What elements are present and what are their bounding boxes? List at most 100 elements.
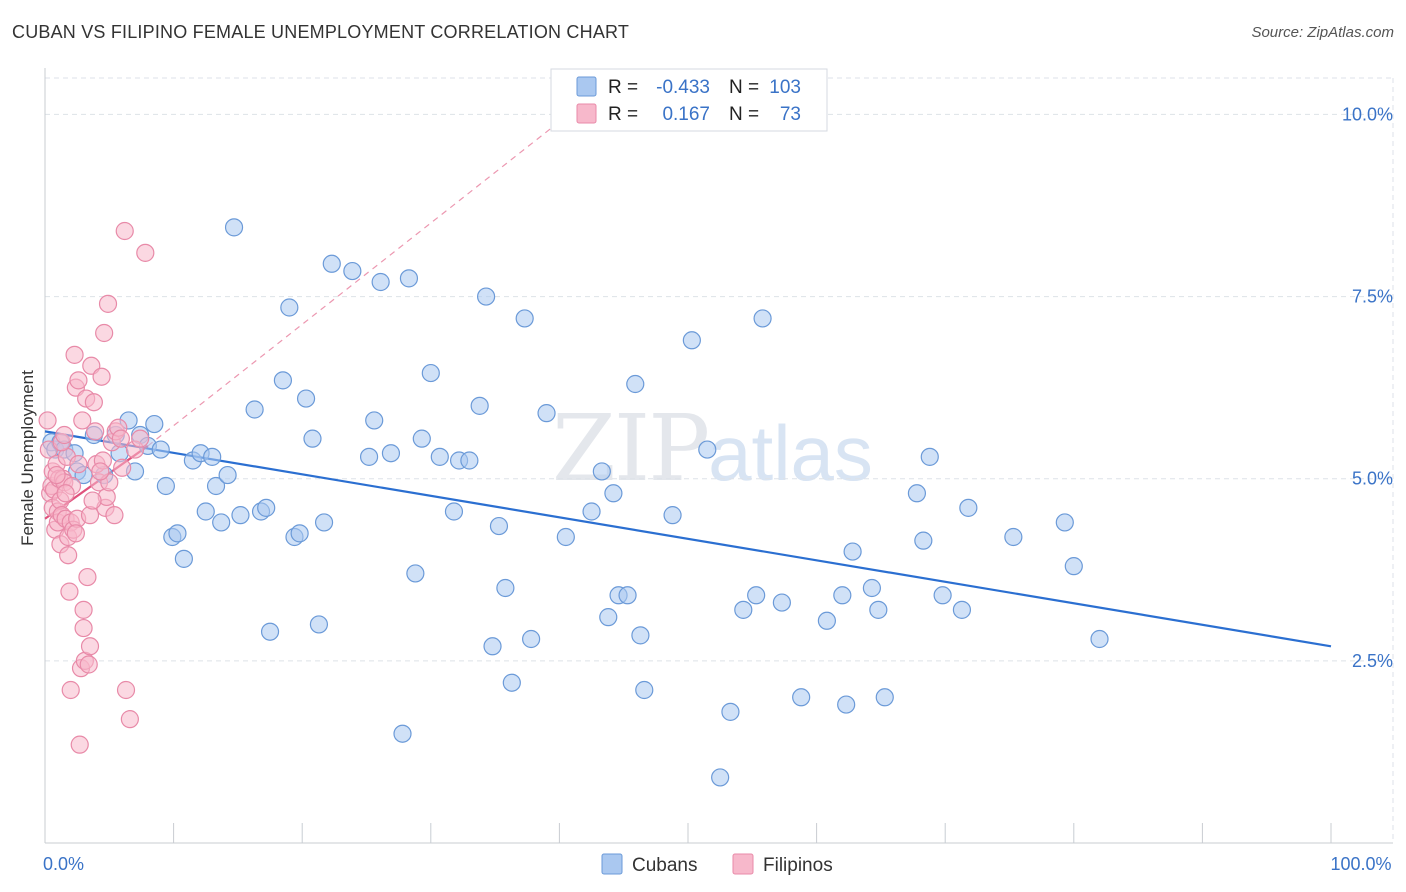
cuban-point (460, 451, 479, 470)
cuban-point (489, 516, 509, 536)
filipino-point (73, 411, 92, 430)
filipino-point (113, 458, 132, 477)
cuban-point (604, 484, 623, 503)
y-tick-label: 5.0% (1352, 469, 1393, 489)
stats-n-value: 73 (780, 104, 801, 125)
trend-layer (44, 121, 1332, 648)
filipino-point (55, 425, 74, 445)
series-legend-label: Cubans (632, 855, 698, 876)
cuban-point (218, 465, 237, 485)
stats-n-label: N = (729, 77, 759, 98)
filipino-point (105, 506, 124, 525)
stats-n-label: N = (729, 104, 759, 125)
y-axis-label: Female Unemployment (18, 370, 37, 546)
cuban-point (599, 608, 618, 627)
cuban-point (280, 298, 299, 317)
cuban-point (663, 506, 682, 525)
filipino-point (131, 429, 150, 448)
watermark-zip: ZIP (552, 395, 710, 502)
cuban-point (260, 622, 280, 641)
filipino-point (74, 600, 93, 619)
cuban-point (421, 363, 440, 383)
filipino-point (92, 367, 111, 386)
filipino-point (74, 618, 93, 638)
cuban-point (206, 476, 226, 496)
cuban-point (371, 272, 390, 292)
filipino-point (83, 491, 102, 510)
cuban-point (635, 680, 654, 700)
filipino-point (115, 221, 134, 241)
stats-legend-swatch (576, 76, 597, 97)
cuban-point (412, 429, 431, 448)
chart-title: CUBAN VS FILIPINO FEMALE UNEMPLOYMENT CO… (12, 22, 630, 42)
filipino-point (80, 637, 100, 656)
label-layer: 2.5% 5.0% 7.5% 10.0% 0.0% 100.0% Female Unempl… (18, 104, 1393, 874)
filipino-point (91, 462, 110, 481)
series-legend-label: Filipinos (763, 855, 833, 876)
cuban-point (959, 498, 978, 517)
legend-layer: R = -0.433 N = 103 R = 0.167 N = 73 Cubans Filipi… (550, 68, 833, 876)
stats-n-value: 103 (769, 77, 801, 98)
filipino-point (66, 524, 85, 543)
filipino-point (38, 411, 57, 430)
cuban-point (862, 578, 881, 598)
filipino-point (111, 429, 130, 448)
stats-legend-box (550, 68, 828, 132)
cuban-point (231, 506, 250, 525)
cuban-point (444, 502, 464, 521)
filipino-point (65, 345, 84, 364)
cuban-point (156, 476, 175, 496)
cuban-point (682, 331, 701, 350)
cuban-point (406, 564, 425, 583)
x-tick-label: 100.0% (1330, 854, 1391, 874)
cuban-point (174, 549, 193, 568)
cuban-point (582, 502, 601, 521)
cuban-point (476, 287, 496, 306)
filipino-point (86, 422, 105, 441)
grid-layer (45, 77, 1394, 843)
cuban-point (914, 531, 933, 550)
cuban-point (920, 447, 939, 466)
cuban-point (515, 309, 534, 328)
cuban-point (1004, 527, 1023, 547)
stats-legend-swatch (576, 103, 597, 124)
cuban-point (322, 254, 341, 273)
cuban-point (875, 688, 894, 707)
cuban-point (212, 513, 231, 532)
cuban-point (290, 524, 309, 543)
filipino-point (70, 735, 89, 754)
cuban-point (359, 447, 379, 466)
cuban-point (430, 447, 449, 466)
cuban-point (145, 414, 164, 434)
cuban-point (698, 440, 717, 459)
cuban-point (522, 629, 541, 649)
cuban-point (381, 444, 401, 463)
stats-r-value: -0.433 (656, 77, 710, 98)
cuban-point (314, 513, 334, 532)
cuban-point (753, 309, 772, 328)
cuban-point (833, 586, 852, 605)
cuban-point (470, 396, 489, 415)
cuban-point (907, 484, 927, 503)
cuban-point (257, 498, 276, 517)
cuban-point (151, 440, 170, 459)
cuban-point (792, 688, 811, 707)
x-tick-label: 0.0% (43, 854, 84, 874)
cuban-point (168, 524, 187, 543)
cuban-point (399, 269, 419, 288)
stats-r-label: R = (608, 104, 638, 125)
cuban-point (933, 586, 952, 605)
filipinos-trend-extension (147, 121, 560, 447)
filipino-point (59, 546, 78, 565)
filipino-point (61, 680, 80, 700)
cuban-point (817, 611, 836, 630)
cuban-point (1064, 557, 1083, 576)
cuban-point (721, 702, 740, 721)
cuban-point (1055, 513, 1074, 532)
cuban-point (837, 695, 856, 714)
cuban-point (224, 218, 244, 237)
filipino-point (56, 484, 75, 503)
cuban-point (556, 527, 575, 547)
filipino-point (136, 243, 155, 262)
